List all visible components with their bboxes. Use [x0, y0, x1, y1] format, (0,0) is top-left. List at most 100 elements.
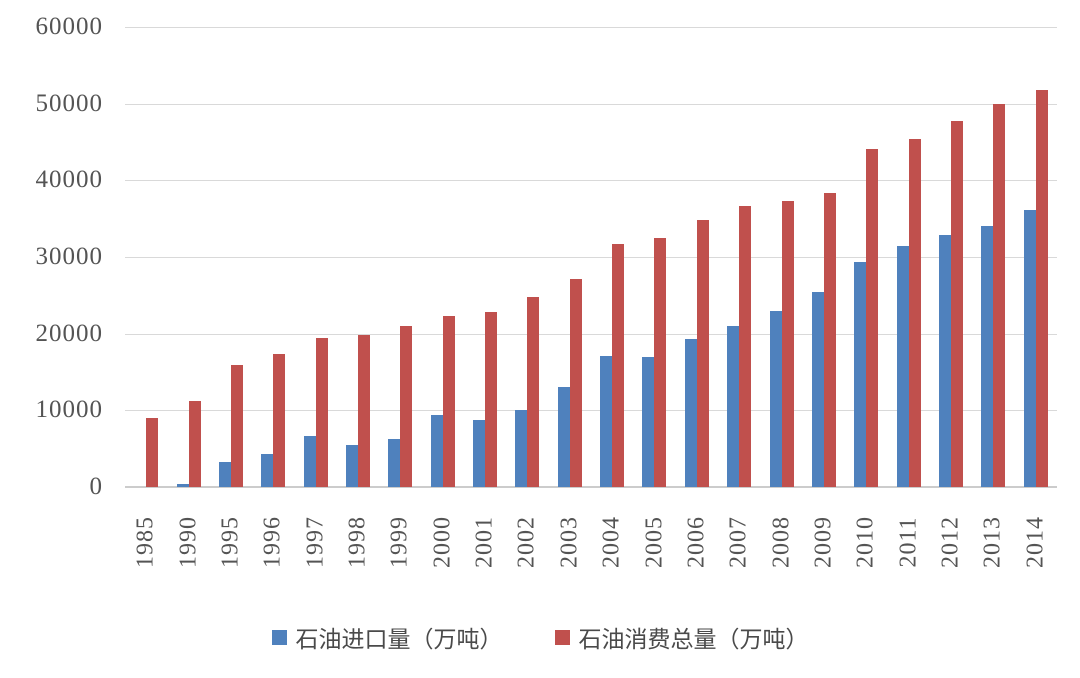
bars-row — [125, 27, 1057, 487]
bar-consumption-2008 — [781, 201, 794, 487]
bar-consumption-2005 — [654, 237, 667, 487]
x-axis-tick-label-2005: 2005 — [641, 516, 668, 568]
bar-group-2009 — [803, 27, 845, 487]
bar-consumption-2006 — [696, 220, 709, 487]
x-axis-tick-label-2006: 2006 — [683, 516, 710, 568]
bar-consumption-2004 — [612, 243, 625, 487]
bar-consumption-2009 — [823, 192, 836, 487]
bar-imports-2001 — [473, 419, 486, 487]
bar-imports-2009 — [811, 291, 824, 487]
x-axis-tick-label-1995: 1995 — [217, 516, 244, 568]
x-axis-tick-label-2003: 2003 — [556, 516, 583, 568]
gridline-10000 — [125, 410, 1057, 412]
bar-consumption-2010 — [866, 148, 879, 487]
x-axis-tick-label-2010: 2010 — [852, 516, 879, 568]
bar-group-2012 — [930, 27, 972, 487]
bar-imports-2002 — [515, 410, 528, 487]
bar-group-1997 — [294, 27, 336, 487]
bar-imports-1999 — [388, 438, 401, 487]
y-axis-tick-label: 0 — [89, 473, 103, 500]
x-axis-tick-label-2000: 2000 — [429, 516, 456, 568]
bar-consumption-2012 — [951, 120, 963, 487]
x-axis-tick-label-2013: 2013 — [979, 516, 1006, 568]
x-axis-tick-label-2004: 2004 — [598, 516, 625, 568]
bar-imports-1997 — [303, 435, 316, 487]
bar-consumption-2002 — [527, 296, 540, 487]
x-axis-tick-label-2009: 2009 — [810, 516, 837, 568]
y-axis-tick-label: 10000 — [35, 396, 103, 424]
bar-group-2007 — [718, 27, 760, 487]
plot-area — [125, 27, 1057, 488]
legend-item-consumption: 石油消费总量（万吨） — [554, 620, 809, 654]
bar-group-1990 — [167, 27, 209, 487]
bar-consumption-2014 — [1035, 89, 1048, 487]
y-axis-tick-label: 50000 — [35, 89, 103, 117]
bar-imports-2007 — [727, 326, 740, 487]
y-axis-tick-label: 30000 — [35, 243, 103, 270]
bar-imports-1996 — [261, 454, 274, 487]
bar-imports-2005 — [642, 357, 655, 487]
y-axis: 0 10000 20000 30000 40000 50000 60000 — [0, 13, 103, 500]
bar-imports-2012 — [939, 234, 951, 487]
bar-imports-2006 — [684, 339, 697, 487]
consumption-series-swatch-icon — [554, 629, 570, 645]
bar-consumption-2000 — [442, 316, 455, 487]
x-axis-tick-label-2014: 2014 — [1022, 516, 1049, 568]
bar-group-2011 — [887, 27, 929, 487]
bar-consumption-2001 — [485, 312, 498, 487]
bar-group-1996 — [252, 27, 294, 487]
bar-group-2002 — [506, 27, 548, 487]
bar-group-2014 — [1015, 27, 1057, 487]
bar-group-1998 — [337, 27, 379, 487]
bar-group-2013 — [972, 27, 1014, 487]
bar-group-2005 — [633, 27, 675, 487]
bar-consumption-2003 — [569, 279, 582, 487]
x-axis-tick-label-1997: 1997 — [302, 516, 329, 568]
bar-consumption-1999 — [400, 326, 413, 487]
gridline-20000 — [125, 333, 1057, 335]
x-axis-tick-label-2008: 2008 — [768, 516, 795, 568]
x-axis-tick-label-1999: 1999 — [386, 516, 413, 568]
x-axis-tick-label-2001: 2001 — [471, 516, 498, 568]
bar-imports-2003 — [557, 387, 570, 487]
bar-imports-2011 — [896, 245, 909, 487]
bar-consumption-2007 — [739, 206, 752, 487]
gridline-30000 — [125, 257, 1057, 258]
bar-group-1985 — [125, 27, 167, 487]
bar-consumption-1990 — [188, 401, 201, 487]
bar-consumption-1998 — [357, 335, 370, 487]
bar-consumption-2011 — [908, 138, 921, 487]
bar-consumption-2013 — [993, 103, 1006, 487]
legend-label-imports: 石油进口量（万吨） — [295, 627, 503, 652]
y-axis-tick-label: 40000 — [35, 166, 103, 194]
bar-group-2001 — [464, 27, 506, 487]
bar-imports-2010 — [854, 262, 867, 487]
bar-imports-1998 — [345, 444, 358, 487]
bar-consumption-1996 — [273, 353, 286, 487]
imports-series-swatch-icon — [271, 629, 287, 645]
bar-imports-2000 — [430, 414, 443, 487]
legend: 石油进口量（万吨） 石油消费总量（万吨） — [0, 620, 1080, 654]
legend-item-imports: 石油进口量（万吨） — [271, 620, 503, 654]
bar-consumption-1997 — [315, 337, 328, 487]
bar-imports-1990 — [176, 483, 189, 487]
bar-imports-2008 — [769, 311, 782, 487]
gridline-0 — [125, 486, 1057, 488]
x-axis-tick-label-1990: 1990 — [175, 516, 202, 568]
bar-group-2003 — [549, 27, 591, 487]
x-axis-tick-label-2012: 2012 — [937, 516, 964, 568]
bar-imports-2004 — [600, 355, 613, 487]
gridline-60000 — [125, 27, 1057, 28]
bar-imports-1995 — [218, 461, 231, 487]
bar-group-1995 — [210, 27, 252, 487]
bar-group-2010 — [845, 27, 887, 487]
bar-imports-2014 — [1023, 210, 1036, 487]
x-axis-tick-label-1998: 1998 — [344, 516, 371, 568]
x-axis-tick-label-2007: 2007 — [725, 516, 752, 568]
bar-group-2008 — [760, 27, 802, 487]
bar-group-1999 — [379, 27, 421, 487]
bar-consumption-1995 — [230, 365, 243, 487]
bar-group-2000 — [422, 27, 464, 487]
legend-label-consumption: 石油消费总量（万吨） — [578, 627, 809, 652]
